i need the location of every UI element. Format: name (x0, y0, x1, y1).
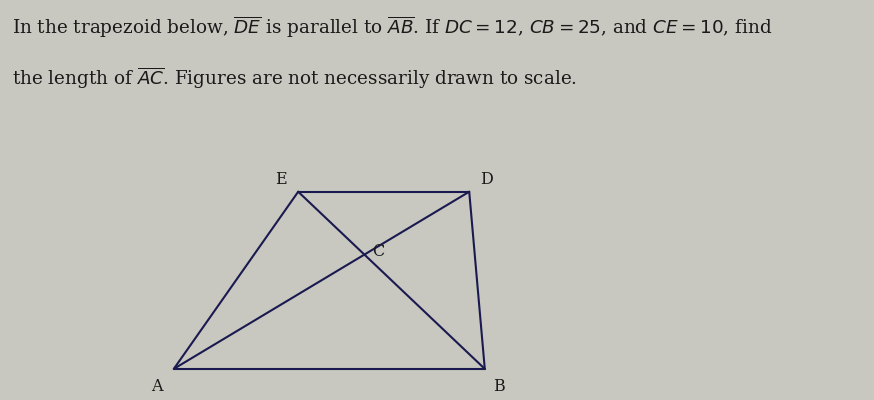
Text: E: E (275, 172, 287, 188)
Text: B: B (493, 378, 504, 395)
Text: A: A (151, 378, 163, 395)
Text: the length of $\overline{AC}$. Figures are not necessarily drawn to scale.: the length of $\overline{AC}$. Figures a… (12, 66, 577, 91)
Text: D: D (480, 172, 493, 188)
Text: C: C (372, 243, 385, 260)
Text: In the trapezoid below, $\overline{DE}$ is parallel to $\overline{AB}$. If $DC =: In the trapezoid below, $\overline{DE}$ … (12, 14, 773, 40)
